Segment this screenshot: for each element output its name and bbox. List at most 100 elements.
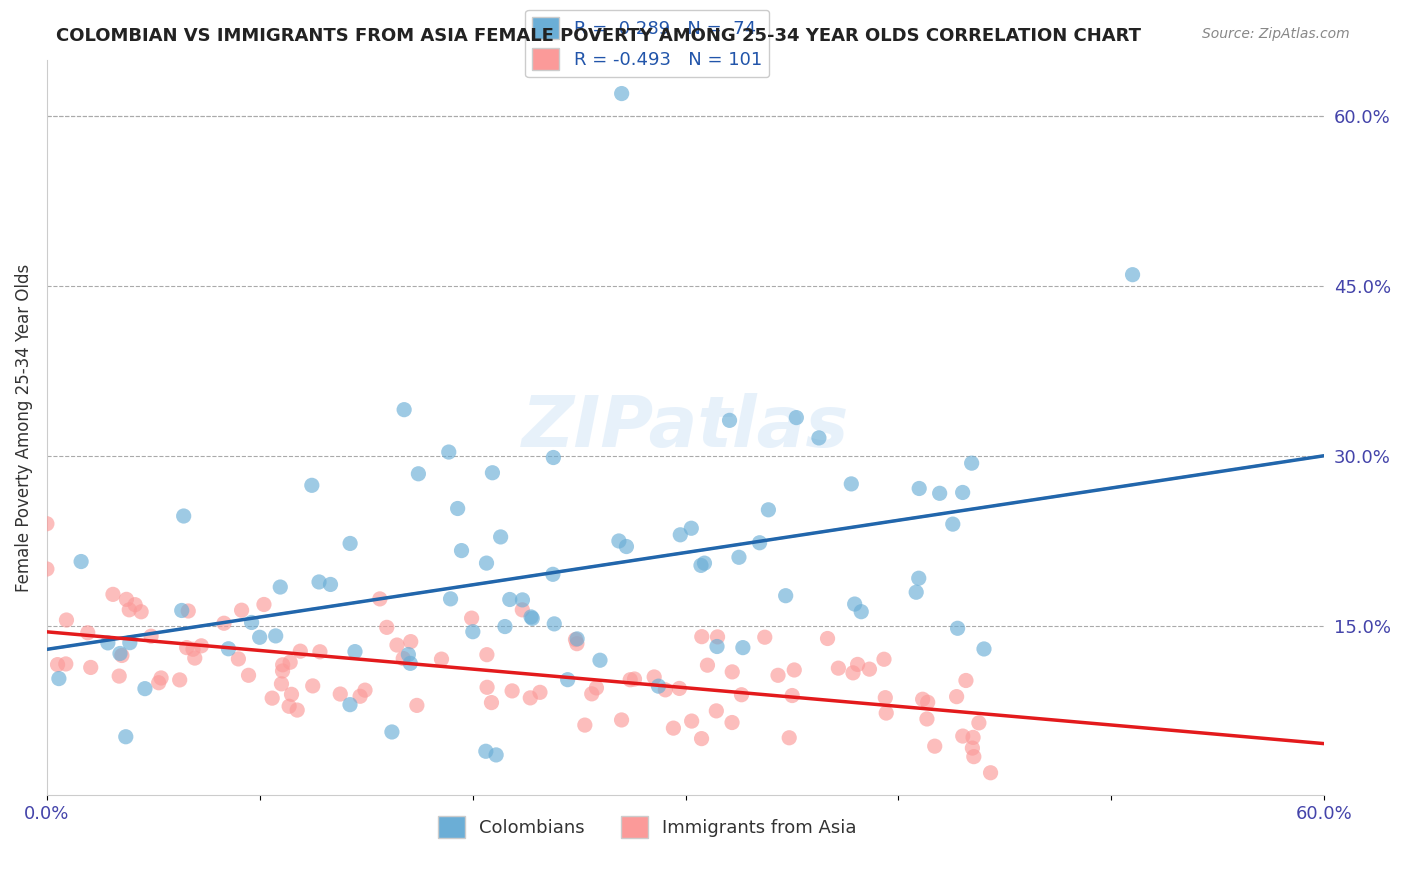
Point: [139, 629, 162, 643]
Point: [589, 653, 612, 667]
Point: [249, 630, 271, 644]
Point: [354, 683, 377, 698]
Point: [875, 706, 897, 720]
Point: [262, 691, 284, 706]
Point: [55, 657, 77, 671]
Point: [565, 637, 588, 651]
Point: [271, 657, 294, 672]
Point: [319, 577, 342, 591]
Point: [108, 647, 131, 661]
Point: [173, 508, 195, 523]
Point: [339, 536, 361, 550]
Point: [48, 672, 70, 686]
Point: [475, 556, 498, 570]
Point: [783, 663, 806, 677]
Point: [1122, 268, 1144, 282]
Point: [439, 591, 461, 606]
Point: [842, 665, 865, 680]
Point: [706, 630, 728, 644]
Point: [485, 747, 508, 762]
Point: [928, 486, 950, 500]
Point: [780, 689, 803, 703]
Point: [446, 501, 468, 516]
Point: [108, 669, 131, 683]
Point: [461, 624, 484, 639]
Point: [170, 603, 193, 617]
Point: [481, 466, 503, 480]
Point: [557, 673, 579, 687]
Point: [731, 640, 754, 655]
Point: [827, 661, 849, 675]
Text: Source: ZipAtlas.com: Source: ZipAtlas.com: [1202, 27, 1350, 41]
Point: [118, 603, 141, 617]
Point: [55, 613, 77, 627]
Point: [917, 695, 939, 709]
Point: [690, 731, 713, 746]
Point: [280, 687, 302, 701]
Point: [706, 640, 728, 654]
Point: [475, 648, 498, 662]
Point: [846, 657, 869, 672]
Point: [942, 517, 965, 532]
Point: [962, 731, 984, 745]
Point: [177, 604, 200, 618]
Point: [647, 679, 669, 693]
Point: [654, 682, 676, 697]
Point: [385, 638, 408, 652]
Point: [399, 634, 422, 648]
Point: [565, 632, 588, 646]
Point: [301, 679, 323, 693]
Legend: Colombians, Immigrants from Asia: Colombians, Immigrants from Asia: [430, 809, 865, 846]
Point: [269, 580, 291, 594]
Point: [70, 555, 93, 569]
Point: [908, 482, 931, 496]
Point: [915, 712, 938, 726]
Point: [475, 681, 498, 695]
Point: [499, 592, 522, 607]
Point: [253, 598, 276, 612]
Point: [368, 591, 391, 606]
Point: [481, 696, 503, 710]
Point: [124, 598, 146, 612]
Point: [115, 592, 138, 607]
Point: [392, 651, 415, 665]
Point: [231, 603, 253, 617]
Point: [238, 668, 260, 682]
Point: [616, 540, 638, 554]
Point: [264, 629, 287, 643]
Point: [669, 528, 692, 542]
Point: [190, 639, 212, 653]
Point: [955, 673, 977, 688]
Point: [610, 87, 633, 101]
Point: [924, 739, 946, 754]
Point: [212, 616, 235, 631]
Point: [960, 456, 983, 470]
Point: [46, 657, 69, 672]
Point: [696, 658, 718, 673]
Point: [945, 690, 967, 704]
Point: [690, 558, 713, 573]
Point: [858, 662, 880, 676]
Point: [662, 721, 685, 735]
Point: [240, 615, 263, 630]
Point: [623, 672, 645, 686]
Point: [278, 655, 301, 669]
Point: [111, 648, 134, 663]
Point: [228, 652, 250, 666]
Point: [519, 690, 541, 705]
Point: [681, 714, 703, 728]
Point: [543, 616, 565, 631]
Point: [585, 681, 607, 695]
Point: [399, 657, 422, 671]
Point: [510, 603, 533, 617]
Point: [520, 610, 543, 624]
Point: [980, 765, 1002, 780]
Point: [952, 485, 974, 500]
Point: [721, 665, 744, 679]
Point: [512, 593, 534, 607]
Point: [775, 589, 797, 603]
Point: [522, 611, 544, 625]
Point: [607, 533, 630, 548]
Point: [873, 652, 896, 666]
Text: COLOMBIAN VS IMMIGRANTS FROM ASIA FEMALE POVERTY AMONG 25-34 YEAR OLDS CORRELATI: COLOMBIAN VS IMMIGRANTS FROM ASIA FEMALE…: [56, 27, 1142, 45]
